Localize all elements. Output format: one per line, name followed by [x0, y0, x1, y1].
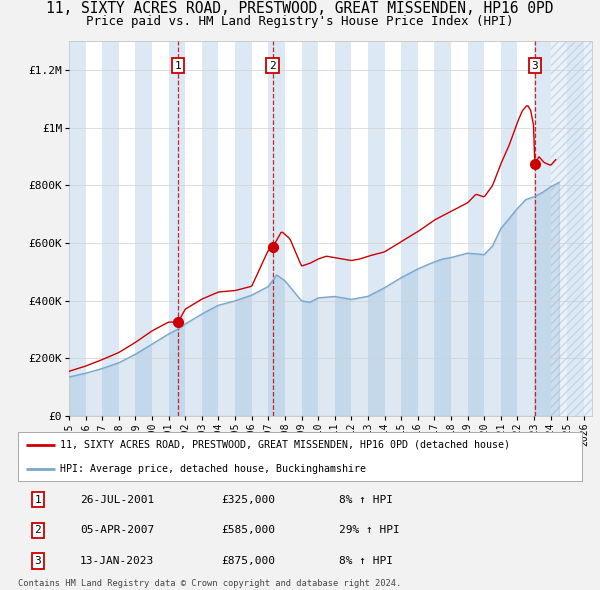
Bar: [451, 41, 467, 416]
Text: 26-JUL-2001: 26-JUL-2001: [80, 494, 154, 504]
Bar: [218, 41, 235, 416]
Bar: [567, 41, 584, 416]
Bar: [318, 41, 335, 416]
Text: 29% ↑ HPI: 29% ↑ HPI: [340, 526, 400, 535]
Text: 13-JAN-2023: 13-JAN-2023: [80, 556, 154, 566]
Bar: [86, 41, 102, 416]
Text: Contains HM Land Registry data © Crown copyright and database right 2024.
This d: Contains HM Land Registry data © Crown c…: [18, 579, 401, 590]
Bar: [169, 41, 185, 416]
Bar: [268, 41, 285, 416]
Bar: [202, 41, 218, 416]
Bar: [517, 41, 534, 416]
Bar: [102, 41, 119, 416]
Text: 2: 2: [269, 61, 276, 71]
Text: Price paid vs. HM Land Registry's House Price Index (HPI): Price paid vs. HM Land Registry's House …: [86, 15, 514, 28]
Bar: [534, 41, 551, 416]
Bar: [584, 41, 600, 416]
Bar: [252, 41, 268, 416]
Text: £875,000: £875,000: [221, 556, 275, 566]
Bar: [401, 41, 418, 416]
Bar: [235, 41, 252, 416]
Bar: [368, 41, 385, 416]
Text: 2: 2: [34, 526, 41, 535]
Bar: [285, 41, 302, 416]
Bar: [69, 41, 86, 416]
Bar: [418, 41, 434, 416]
Text: 05-APR-2007: 05-APR-2007: [80, 526, 154, 535]
Text: 3: 3: [34, 556, 41, 566]
Bar: [551, 41, 567, 416]
Bar: [484, 41, 501, 416]
Bar: [119, 41, 136, 416]
Text: 8% ↑ HPI: 8% ↑ HPI: [340, 556, 394, 566]
Bar: [501, 41, 517, 416]
Text: HPI: Average price, detached house, Buckinghamshire: HPI: Average price, detached house, Buck…: [60, 464, 366, 474]
Text: £325,000: £325,000: [221, 494, 275, 504]
Bar: [467, 41, 484, 416]
Bar: [385, 41, 401, 416]
Bar: [352, 41, 368, 416]
Text: 1: 1: [34, 494, 41, 504]
Text: 8% ↑ HPI: 8% ↑ HPI: [340, 494, 394, 504]
Bar: [302, 41, 318, 416]
Text: 1: 1: [175, 61, 181, 71]
Bar: [551, 41, 592, 416]
Bar: [335, 41, 352, 416]
Bar: [185, 41, 202, 416]
Text: 3: 3: [532, 61, 538, 71]
Bar: [136, 41, 152, 416]
Text: £585,000: £585,000: [221, 526, 275, 535]
Bar: [152, 41, 169, 416]
Text: 11, SIXTY ACRES ROAD, PRESTWOOD, GREAT MISSENDEN, HP16 0PD: 11, SIXTY ACRES ROAD, PRESTWOOD, GREAT M…: [46, 1, 554, 16]
Bar: [434, 41, 451, 416]
Text: 11, SIXTY ACRES ROAD, PRESTWOOD, GREAT MISSENDEN, HP16 0PD (detached house): 11, SIXTY ACRES ROAD, PRESTWOOD, GREAT M…: [60, 440, 510, 450]
